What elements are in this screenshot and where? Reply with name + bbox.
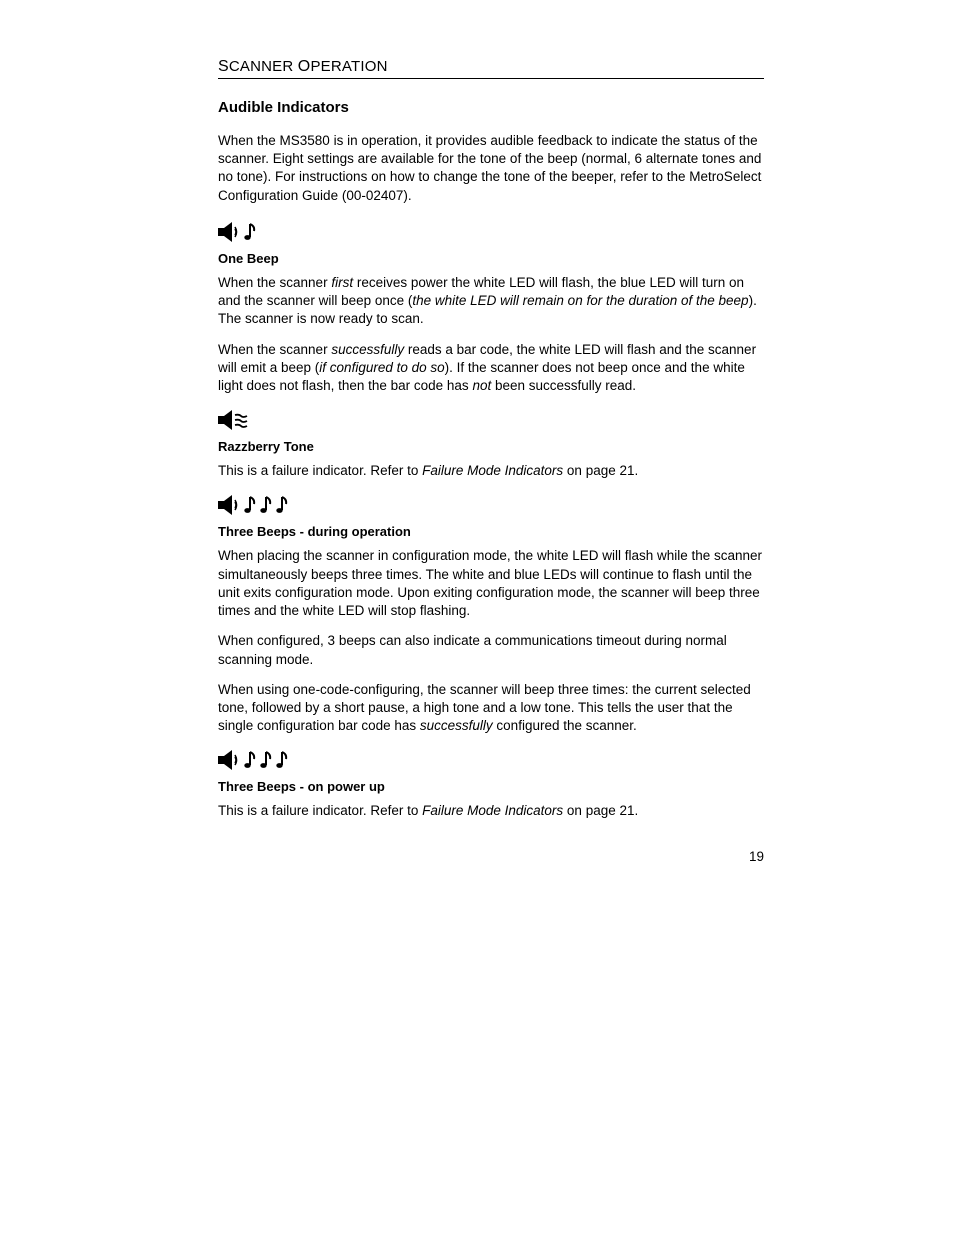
txt-italic: Failure Mode Indicators — [422, 463, 563, 478]
rh-w1-cap: S — [218, 58, 229, 75]
rh-w2-rest: PERATION — [310, 58, 387, 75]
txt: on page 21. — [563, 463, 638, 478]
txt-italic: first — [331, 275, 353, 290]
intro-paragraph: When the MS3580 is in operation, it prov… — [218, 132, 764, 205]
txt: When the scanner — [218, 275, 331, 290]
txt: configured the scanner. — [493, 718, 637, 733]
page: SCANNER OPERATION Audible Indicators Whe… — [0, 0, 954, 864]
rh-w2-cap: O — [298, 58, 311, 75]
page-title: Audible Indicators — [218, 99, 764, 116]
page-number: 19 — [218, 849, 764, 864]
speaker-one-note-icon — [218, 221, 276, 243]
rh-w1-rest: CANNER — [229, 58, 294, 75]
three-beeps-op-p3: When using one-code-configuring, the sca… — [218, 681, 764, 736]
three-beeps-op-heading: Three Beeps - during operation — [218, 524, 764, 539]
txt: on page 21. — [563, 803, 638, 818]
speaker-razz-icon — [218, 409, 262, 431]
txt-italic: if configured to do so — [319, 360, 444, 375]
razzberry-heading: Razzberry Tone — [218, 439, 764, 454]
txt-italic: not — [472, 378, 491, 393]
one-beep-icon — [218, 219, 764, 245]
three-beeps-op-p2: When configured, 3 beeps can also indica… — [218, 632, 764, 668]
one-beep-p1: When the scanner first receives power th… — [218, 274, 764, 329]
speaker-three-notes-icon — [218, 749, 308, 771]
three-beeps-power-heading: Three Beeps - on power up — [218, 779, 764, 794]
speaker-three-notes-icon — [218, 494, 308, 516]
running-head: SCANNER OPERATION — [218, 58, 764, 76]
section-three-beeps-op: Three Beeps - during operation When plac… — [218, 492, 764, 735]
three-beeps-power-icon — [218, 747, 764, 773]
txt: When the scanner — [218, 342, 331, 357]
razzberry-icon — [218, 407, 764, 433]
section-three-beeps-power: Three Beeps - on power up This is a fail… — [218, 747, 764, 820]
txt: been successfully read. — [491, 378, 636, 393]
section-razzberry: Razzberry Tone This is a failure indicat… — [218, 407, 764, 480]
three-beeps-op-icon — [218, 492, 764, 518]
txt: This is a failure indicator. Refer to — [218, 803, 422, 818]
txt-italic: successfully — [420, 718, 493, 733]
txt: This is a failure indicator. Refer to — [218, 463, 422, 478]
three-beeps-op-p1: When placing the scanner in configuratio… — [218, 547, 764, 620]
section-one-beep: One Beep When the scanner first receives… — [218, 219, 764, 395]
one-beep-p2: When the scanner successfully reads a ba… — [218, 341, 764, 396]
one-beep-heading: One Beep — [218, 251, 764, 266]
three-beeps-power-p1: This is a failure indicator. Refer to Fa… — [218, 802, 764, 820]
txt-italic: successfully — [331, 342, 404, 357]
razzberry-p1: This is a failure indicator. Refer to Fa… — [218, 462, 764, 480]
header-rule — [218, 78, 764, 79]
txt-italic: the white LED will remain on for the dur… — [412, 293, 748, 308]
txt-italic: Failure Mode Indicators — [422, 803, 563, 818]
